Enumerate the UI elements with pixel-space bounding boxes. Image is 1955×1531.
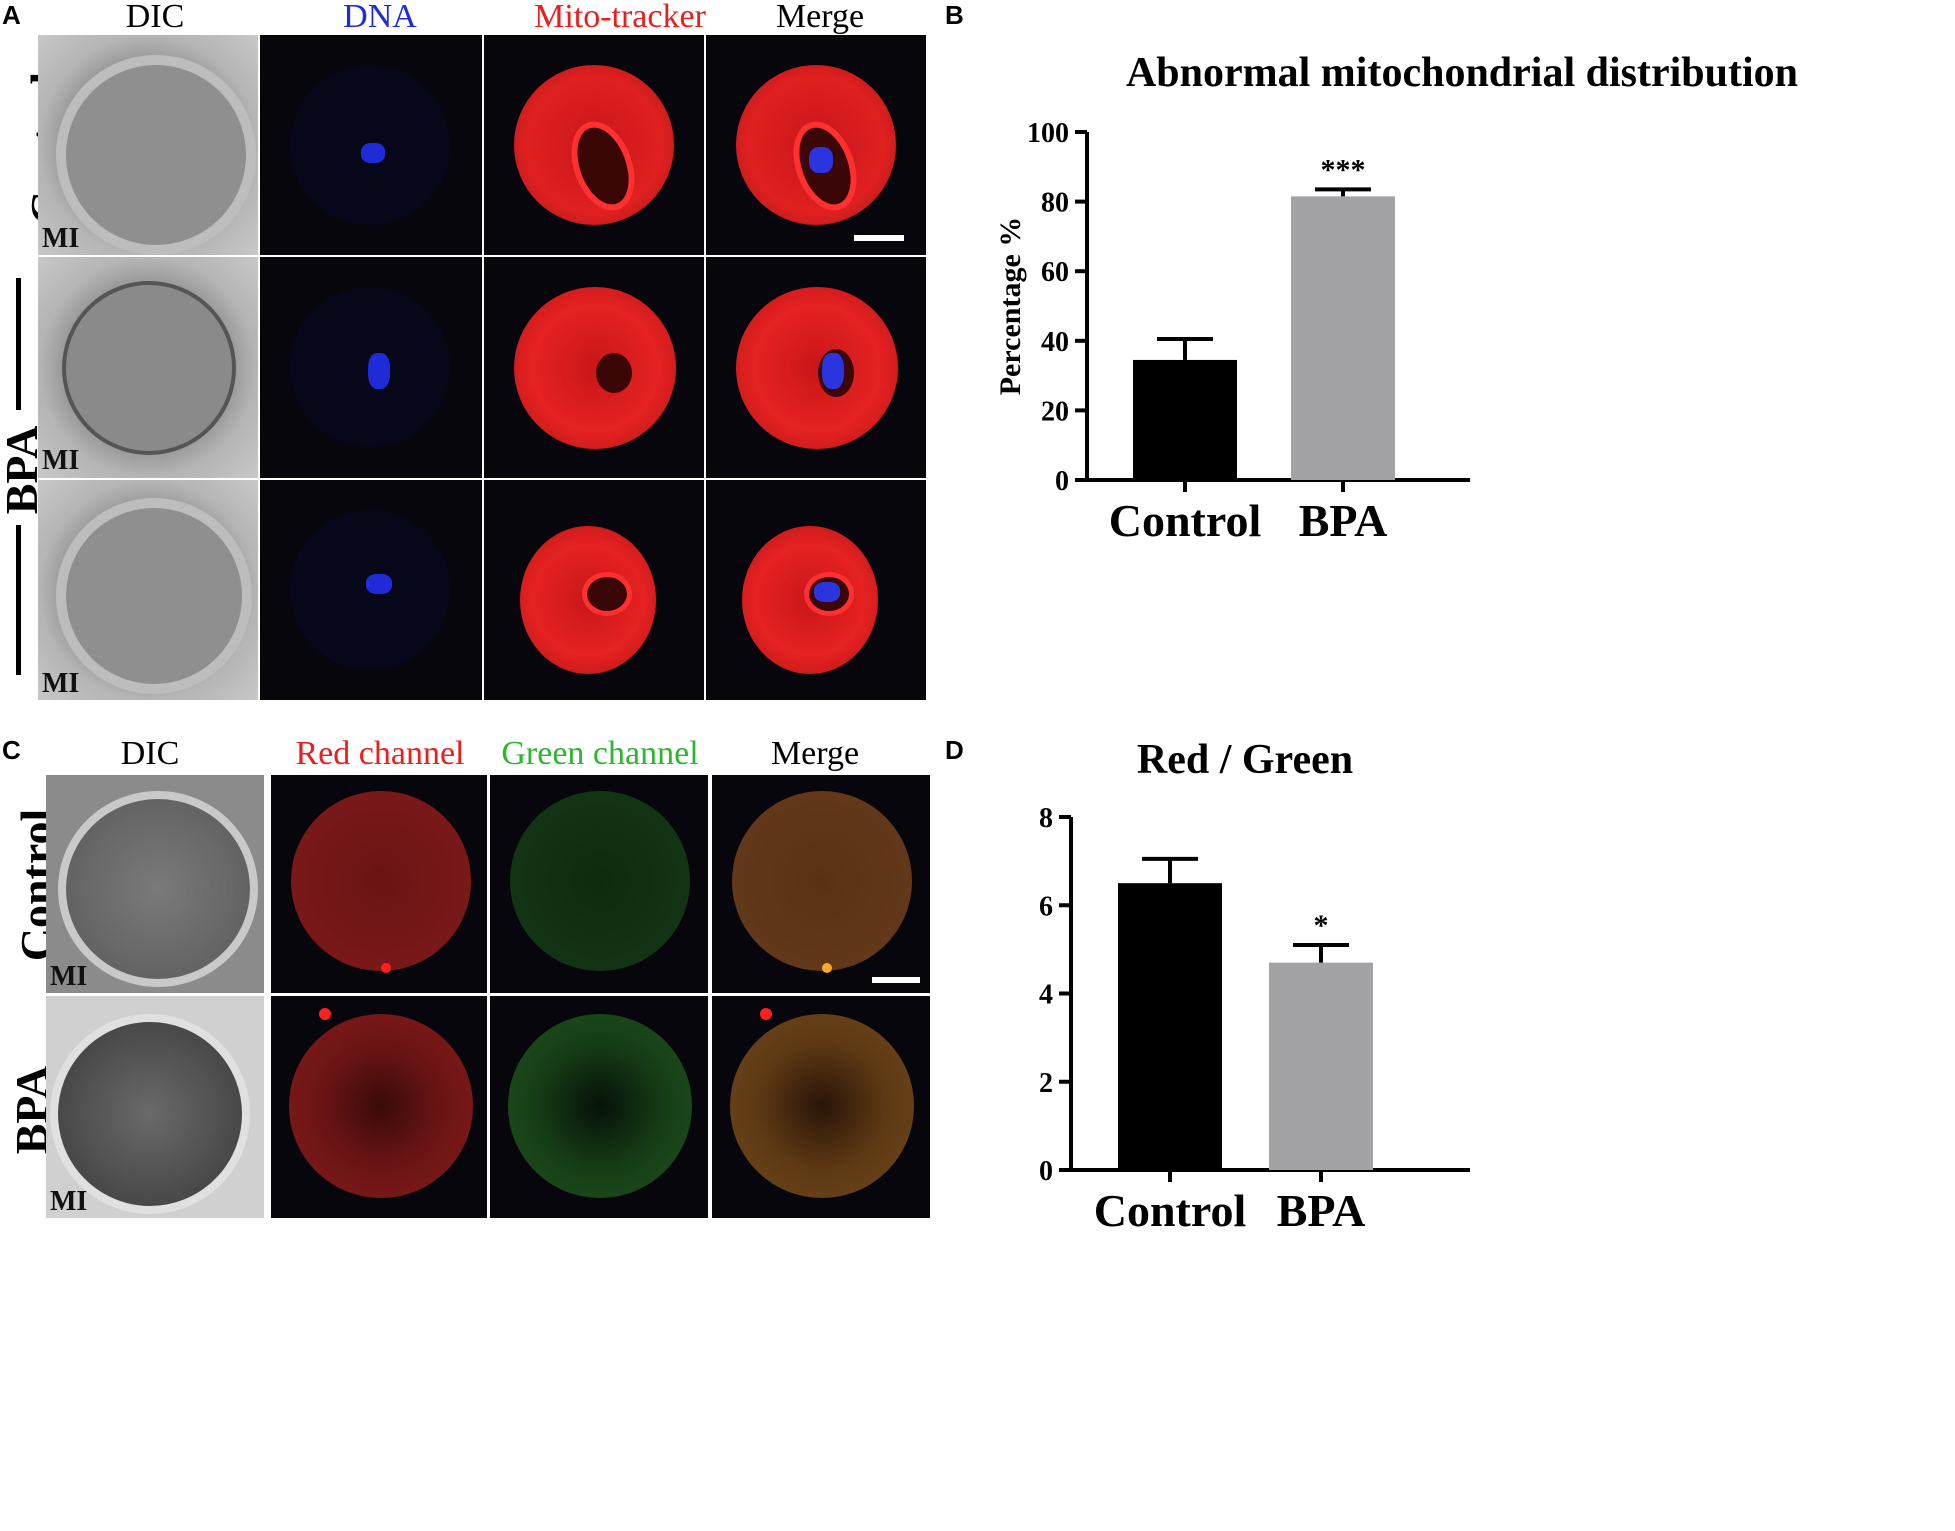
- image-c-merge-bpa: [712, 996, 930, 1218]
- y-tick-label: 2: [1039, 1068, 1053, 1099]
- col-head-mito-tracker: Mito-tracker: [534, 0, 706, 35]
- image-merge-bpa-1: [706, 257, 926, 478]
- bar-bpa: [1291, 196, 1395, 480]
- col-head-dna: DNA: [343, 0, 417, 35]
- image-dna-bpa-2: [260, 480, 482, 700]
- y-tick-label: 4: [1039, 980, 1053, 1011]
- y-tick-label: 8: [1039, 803, 1053, 834]
- y-tick-label: 20: [1041, 396, 1069, 427]
- panel-letter-a: A: [2, 0, 21, 30]
- scale-bar: [872, 977, 920, 983]
- image-mito-control: [484, 35, 704, 255]
- x-tick-label: BPA: [1277, 1185, 1366, 1236]
- y-tick-label: 40: [1041, 327, 1069, 358]
- image-c-green-control: [490, 775, 708, 993]
- image-dic-bpa-2: MI: [38, 480, 258, 700]
- image-c-merge-control: [712, 775, 930, 993]
- chart-d: Red / Green 0 2 4 6 8 Control BPA *: [1039, 737, 1470, 1236]
- col-head-dic: DIC: [120, 735, 180, 772]
- x-tick-label: BPA: [1299, 495, 1388, 546]
- stage-label: MI: [50, 961, 88, 992]
- image-dna-control: [260, 35, 482, 255]
- scale-bar: [854, 235, 904, 241]
- y-tick-label: 0: [1039, 1156, 1053, 1187]
- bpa-bracket-bottom: [16, 525, 21, 675]
- stage-label: MI: [42, 445, 80, 476]
- chart-title: Red / Green: [1137, 737, 1353, 783]
- y-tick-label: 0: [1055, 466, 1069, 497]
- stage-label: MI: [42, 223, 80, 254]
- image-dna-bpa-1: [260, 257, 482, 478]
- image-c-red-bpa: [271, 996, 487, 1218]
- chart-b: Abnormal mitochondrial distribution Perce…: [994, 50, 1798, 546]
- y-tick-label: 80: [1041, 188, 1069, 219]
- stage-label: MI: [42, 668, 80, 699]
- chart-title: Abnormal mitochondrial distribution: [1126, 50, 1798, 96]
- col-head-merge: Merge: [775, 0, 865, 35]
- significance-marker: *: [1314, 909, 1329, 942]
- image-dic-control: MI: [38, 35, 258, 255]
- col-head-merge: Merge: [770, 735, 860, 772]
- bar-control: [1133, 359, 1237, 480]
- significance-marker: ***: [1321, 153, 1366, 186]
- y-tick-label: 60: [1041, 257, 1069, 288]
- image-merge-control: [706, 35, 926, 255]
- x-tick-label: Control: [1109, 495, 1262, 546]
- y-tick-label: 6: [1039, 891, 1053, 922]
- panel-letter-c: C: [2, 735, 21, 765]
- stage-label: MI: [50, 1186, 88, 1217]
- panel-letter-d: D: [945, 735, 964, 765]
- image-c-dic-bpa: MI: [46, 996, 264, 1218]
- panel-letter-b: B: [945, 0, 964, 30]
- image-c-dic-control: MI: [46, 775, 264, 993]
- y-axis-label: Percentage %: [994, 217, 1027, 396]
- x-tick-label: Control: [1094, 1185, 1247, 1236]
- image-c-red-control: [271, 775, 487, 993]
- col-head-dic: DIC: [125, 0, 185, 35]
- bar-bpa: [1269, 962, 1373, 1170]
- image-merge-bpa-2: [706, 480, 926, 700]
- y-tick-label: 100: [1027, 118, 1069, 149]
- image-c-green-bpa: [490, 996, 708, 1218]
- bar-control: [1118, 883, 1222, 1170]
- image-mito-bpa-1: [484, 257, 704, 478]
- image-dic-bpa-1: MI: [38, 257, 258, 478]
- bpa-bracket-top: [16, 278, 21, 418]
- image-mito-bpa-2: [484, 480, 704, 700]
- col-head-red-channel: Red channel: [295, 735, 465, 772]
- col-head-green-channel: Green channel: [501, 735, 699, 772]
